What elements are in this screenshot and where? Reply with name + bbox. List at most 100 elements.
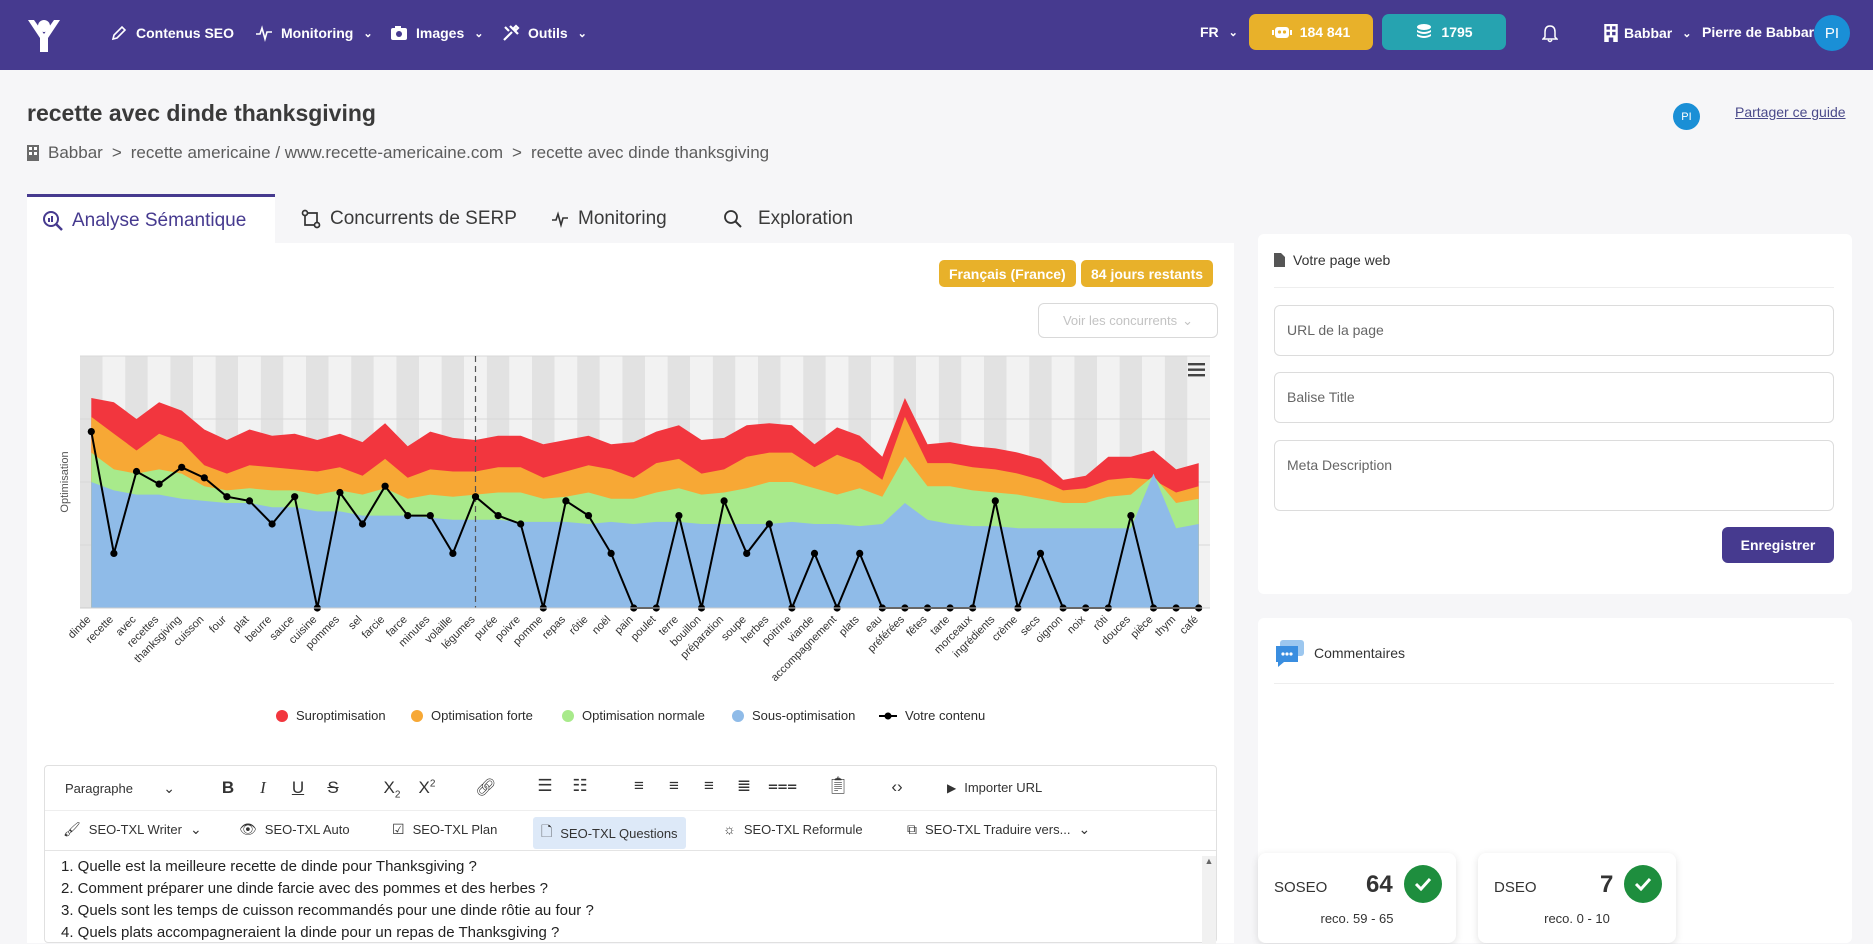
nav-images[interactable]: Images ⌄ <box>390 24 483 42</box>
numbered-list-icon[interactable]: ☷ <box>572 776 588 795</box>
chevron-down-icon: ⌄ <box>1228 26 1238 39</box>
x-tick-label: café <box>1178 614 1201 637</box>
x-tick-label: crème <box>990 614 1020 644</box>
data-point-votre-contenu <box>675 512 683 520</box>
save-button[interactable]: Enregistrer <box>1722 527 1834 563</box>
org-selector[interactable]: Babbar ⌄ <box>1602 24 1691 42</box>
webpage-card-title: Votre page web <box>1274 252 1390 268</box>
scroll-up-icon[interactable]: ▲ <box>1204 856 1214 866</box>
user-name: Pierre de Babbar <box>1702 24 1815 40</box>
breadcrumb-item-project[interactable]: recette americaine / www.recette-america… <box>130 143 504 162</box>
italic-icon[interactable]: I <box>260 778 266 797</box>
data-point-votre-contenu <box>336 488 344 497</box>
data-point-votre-contenu <box>765 520 773 528</box>
language-badge: Français (France) <box>939 260 1076 287</box>
legend-item-optimisation-forte[interactable]: Optimisation forte <box>411 708 533 723</box>
data-point-votre-contenu <box>132 467 141 476</box>
align-left-icon[interactable]: ≡ <box>634 776 644 795</box>
data-point-votre-contenu <box>358 520 367 528</box>
pulse-icon <box>552 211 568 228</box>
data-point-votre-contenu <box>110 549 118 557</box>
divider <box>1274 287 1834 288</box>
align-right-icon[interactable]: ≡ <box>704 776 714 795</box>
nav-contenus-seo[interactable]: Contenus SEO <box>110 24 234 42</box>
tab-analyse-semantique[interactable]: Analyse Sémantique <box>27 194 275 244</box>
seo-traduire-button[interactable]: ⧉ SEO-TXL Traduire vers... ⌄ <box>907 821 1090 838</box>
analytics-search-icon <box>43 210 63 231</box>
seo-plan-button[interactable]: ☑︎ SEO-TXL Plan <box>392 821 497 838</box>
data-point-votre-contenu <box>404 512 412 520</box>
editor-line: 1. Quelle est la meilleure recette de di… <box>61 858 477 875</box>
data-point-votre-contenu <box>268 520 276 528</box>
align-center-icon[interactable]: ≡ <box>669 776 679 795</box>
x-tick-label: four <box>207 613 229 635</box>
subscript-icon[interactable]: X2 <box>383 778 401 801</box>
legend-marker <box>732 709 744 722</box>
data-point-votre-contenu <box>245 497 254 505</box>
nav-label: Outils <box>528 25 568 41</box>
breadcrumb-item-org[interactable]: Babbar <box>48 143 103 162</box>
legend-label: Optimisation normale <box>582 708 705 723</box>
strikethrough-icon[interactable]: S <box>327 778 339 797</box>
bell-icon[interactable] <box>1542 25 1558 43</box>
title-placeholder: Balise Title <box>1287 389 1355 405</box>
hamburger-icon <box>1188 363 1205 377</box>
seo-writer-button[interactable]: 🖌︎ SEO-TXL Writer ⌄ <box>63 821 202 838</box>
tool-label: SEO-TXL Plan <box>412 822 498 837</box>
tools-icon <box>503 24 520 41</box>
link-icon[interactable]: 🔗︎ <box>475 778 497 797</box>
legend-item-suroptimisation[interactable]: Suroptimisation <box>276 708 386 723</box>
robot-credits-button[interactable]: 184 841 <box>1249 14 1373 50</box>
paragraph-select[interactable]: Paragraphe ⌄ <box>65 780 175 797</box>
babbar-logo[interactable] <box>24 16 64 54</box>
underline-icon[interactable]: U <box>291 778 305 797</box>
bullet-list-icon[interactable]: ☰ <box>537 776 553 795</box>
tab-exploration[interactable]: Exploration <box>707 194 869 244</box>
title-field[interactable]: Balise Title <box>1274 372 1834 423</box>
seo-reformule-button[interactable]: ☼ SEO-TXL Reformule <box>723 821 863 837</box>
robot-credits-value: 184 841 <box>1299 24 1351 40</box>
chart-menu-button[interactable] <box>1181 359 1211 381</box>
x-tick-label: fêtes <box>904 613 930 639</box>
clear-format-icon[interactable]: ⩶ <box>768 776 798 795</box>
nav-monitoring[interactable]: Monitoring ⌄ <box>255 24 373 42</box>
superscript-icon[interactable]: X2 <box>418 778 436 797</box>
data-point-votre-contenu <box>584 512 593 520</box>
language-selector[interactable]: FR ⌄ <box>1200 24 1238 40</box>
user-menu[interactable]: Pierre de Babbar <box>1702 24 1814 40</box>
legend-marker <box>411 709 423 722</box>
legend-item-votre-contenu[interactable]: Votre contenu <box>879 708 985 723</box>
align-justify-icon[interactable]: ≣ <box>736 776 752 795</box>
coins-credits-button[interactable]: 1795 <box>1382 14 1506 50</box>
tab-concurrents-serp[interactable]: Concurrents de SERP <box>285 194 533 244</box>
legend-item-optimisation-normale[interactable]: Optimisation normale <box>562 708 705 723</box>
paste-icon[interactable]: 📋︎ <box>827 776 849 795</box>
legend-item-sous-optimisation[interactable]: Sous-optimisation <box>732 708 855 723</box>
seo-questions-button[interactable]: 🗋︎ SEO-TXL Questions <box>533 817 686 849</box>
import-url-label: Importer URL <box>964 780 1043 795</box>
avatar[interactable]: PI <box>1814 15 1850 51</box>
tool-label: SEO-TXL Traduire vers... <box>925 822 1071 837</box>
editor-content[interactable]: 1. Quelle est la meilleure recette de di… <box>61 856 594 944</box>
editor-scrollbar[interactable]: ▲ <box>1202 856 1216 944</box>
bold-icon[interactable]: B <box>221 778 235 797</box>
chat-icon <box>1276 640 1304 667</box>
seo-auto-button[interactable]: 👁︎ SEO-TXL Auto <box>239 821 350 838</box>
chevron-down-icon: ⌄ <box>189 821 202 837</box>
share-guide-link[interactable]: Partager ce guide <box>1735 104 1846 120</box>
data-point-votre-contenu <box>743 549 751 557</box>
robot-icon <box>1271 27 1292 38</box>
building-icon <box>27 145 39 161</box>
tab-monitoring[interactable]: Monitoring <box>535 194 683 244</box>
voir-concurrents-select[interactable]: Voir les concurrents ⌄ <box>1038 303 1218 338</box>
nav-label: Contenus SEO <box>136 25 235 41</box>
x-tick-label: poulet <box>629 614 659 644</box>
meta-description-field[interactable]: Meta Description <box>1274 440 1834 511</box>
url-field[interactable]: URL de la page <box>1274 305 1834 356</box>
nav-outils[interactable]: Outils ⌄ <box>502 24 587 42</box>
editor-toolbar-format: Paragraphe ⌄ B I U S X2 X2 🔗︎ ☰ ☷ ≡ ≡ ≡ … <box>45 766 1216 811</box>
x-tick-label: thym <box>1153 614 1178 639</box>
import-url-button[interactable]: ▶ Importer URL <box>947 780 1042 795</box>
code-icon[interactable]: ‹› <box>891 777 903 796</box>
x-tick-label: farcie <box>360 614 388 642</box>
